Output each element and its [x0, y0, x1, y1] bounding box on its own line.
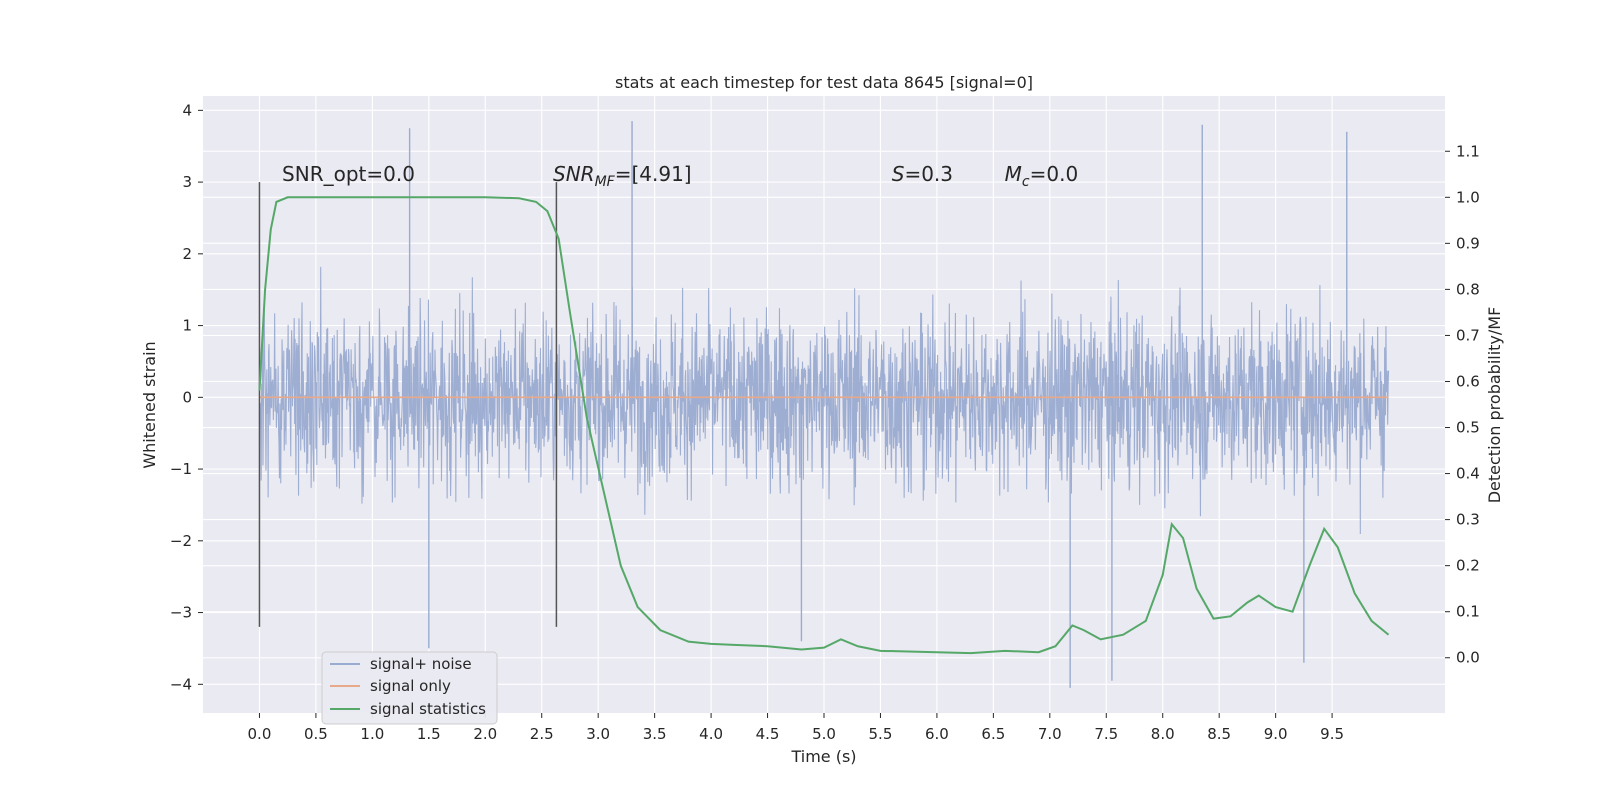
x-tick-label: 9.5 [1320, 725, 1344, 743]
y-axis-left: 4 3 2 1 0 −1 −2 −3 −4 [170, 101, 203, 693]
x-tick-label: 4.0 [699, 725, 723, 743]
y-tick-label: 3 [182, 173, 192, 191]
y-right-tick-label: 0.9 [1456, 234, 1480, 252]
x-tick-label: 7.0 [1038, 725, 1062, 743]
y-right-tick-label: 0.0 [1456, 649, 1480, 667]
noise-trace [258, 266, 1390, 534]
y-tick-label: 0 [182, 388, 192, 406]
legend: signal+ noise signal only signal statist… [321, 651, 498, 725]
y-right-tick-label: 0.4 [1456, 465, 1480, 483]
y-right-tick-label: 1.1 [1456, 142, 1480, 160]
x-axis-label: Time (s) [790, 747, 856, 766]
x-tick-label: 6.5 [981, 725, 1005, 743]
x-tick-label: 4.5 [756, 725, 780, 743]
y-axis-label: Whitened strain [140, 341, 159, 468]
x-tick-label: 2.5 [530, 725, 554, 743]
signal-statistics-line [258, 196, 1390, 655]
x-tick-label: 0.0 [248, 725, 272, 743]
y-right-tick-label: 1.0 [1456, 188, 1480, 206]
y-tick-label: 4 [182, 101, 192, 119]
legend-label-signal: signal only [370, 677, 451, 695]
legend-label-stats: signal statistics [370, 700, 486, 718]
y-right-tick-label: 0.5 [1456, 419, 1480, 437]
y-tick-label: −1 [170, 460, 192, 478]
signal-noise-series [258, 121, 1390, 688]
x-tick-label: 9.0 [1264, 725, 1288, 743]
signal-statistics-series [258, 196, 1390, 655]
y-right-tick-label: 0.8 [1456, 280, 1480, 298]
y-right-tick-label: 0.6 [1456, 372, 1480, 390]
x-tick-label: 0.5 [304, 725, 328, 743]
x-tick-label: 3.5 [643, 725, 667, 743]
x-tick-label: 3.0 [586, 725, 610, 743]
chart-title: stats at each timestep for test data 864… [615, 73, 1033, 92]
y-right-tick-label: 0.3 [1456, 511, 1480, 529]
annotation-label: Mc=0.0 [1005, 162, 1079, 190]
legend-label-noise: signal+ noise [370, 655, 472, 673]
x-tick-label: 7.5 [1094, 725, 1118, 743]
y-tick-label: −3 [170, 604, 192, 622]
x-tick-label: 5.0 [812, 725, 836, 743]
x-tick-label: 2.0 [473, 725, 497, 743]
vertical-markers [258, 182, 558, 627]
x-tick-label: 6.0 [925, 725, 949, 743]
y-axis-right: 1.1 1.0 0.9 0.8 0.7 0.6 0.5 0.4 0.3 0.2 0.1 0.0 [1445, 142, 1480, 667]
annotation-label: SNR_opt=0.0 [282, 162, 415, 186]
y-tick-label: −2 [170, 532, 192, 550]
x-tick-label: 1.5 [417, 725, 441, 743]
y-tick-label: −4 [170, 675, 192, 693]
x-axis: 0.0 0.5 1.0 1.5 2.0 2.5 3.0 3.5 4.0 4.5 5.0 5.5 6.0 6… [248, 713, 1344, 743]
annotation-label: SNRMF=[4.91] [553, 162, 692, 190]
annotation-label: S=0.3 [892, 162, 953, 186]
y-tick-label: 1 [182, 317, 192, 335]
y-right-tick-label: 0.7 [1456, 326, 1480, 344]
y-right-tick-label: 0.1 [1456, 603, 1480, 621]
x-tick-label: 8.0 [1151, 725, 1175, 743]
y-right-tick-label: 0.2 [1456, 557, 1480, 575]
x-tick-label: 1.0 [360, 725, 384, 743]
annotations: SNR_opt=0.0 SNRMF=[4.91] S=0.3 Mc=0.0 [282, 162, 1078, 190]
y-tick-label: 2 [182, 245, 192, 263]
x-tick-label: 5.5 [869, 725, 893, 743]
y-axis-right-label: Detection probability/MF [1485, 307, 1504, 504]
x-tick-label: 8.5 [1207, 725, 1231, 743]
legend-box [321, 651, 498, 725]
